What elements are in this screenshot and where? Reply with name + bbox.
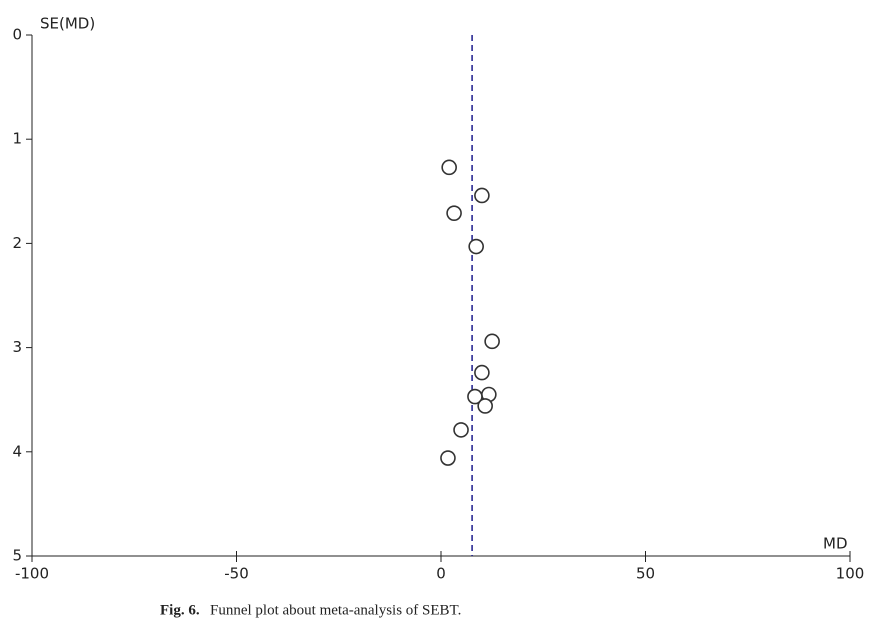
x-tick-label: 100 — [836, 565, 865, 583]
point — [484, 333, 500, 350]
point — [477, 398, 493, 414]
point — [468, 238, 484, 255]
caption: Funnel plot about meta-analysis of SEBT. — [210, 602, 461, 618]
caption-label: Fig. 6. — [160, 602, 200, 618]
point — [453, 422, 469, 438]
x-tick-label: 50 — [636, 565, 655, 583]
y-tick-label: 0 — [12, 26, 22, 44]
x-tick-label: -50 — [224, 565, 249, 583]
point — [474, 187, 490, 204]
point — [474, 364, 490, 381]
y-tick-label: 4 — [12, 442, 22, 460]
y-axis-label: SE(MD) — [40, 15, 95, 33]
point — [467, 388, 483, 405]
x-tick-label: 0 — [436, 565, 446, 583]
y-tick-label: 2 — [12, 234, 22, 252]
point — [446, 205, 462, 221]
y-tick-label: 3 — [12, 338, 22, 356]
point — [441, 159, 457, 176]
x-tick-label: -100 — [15, 565, 49, 583]
y-tick-label: 5 — [12, 547, 22, 565]
y-tick-label: 1 — [12, 130, 22, 148]
x-axis-label: MD — [823, 535, 848, 553]
point — [440, 450, 456, 466]
